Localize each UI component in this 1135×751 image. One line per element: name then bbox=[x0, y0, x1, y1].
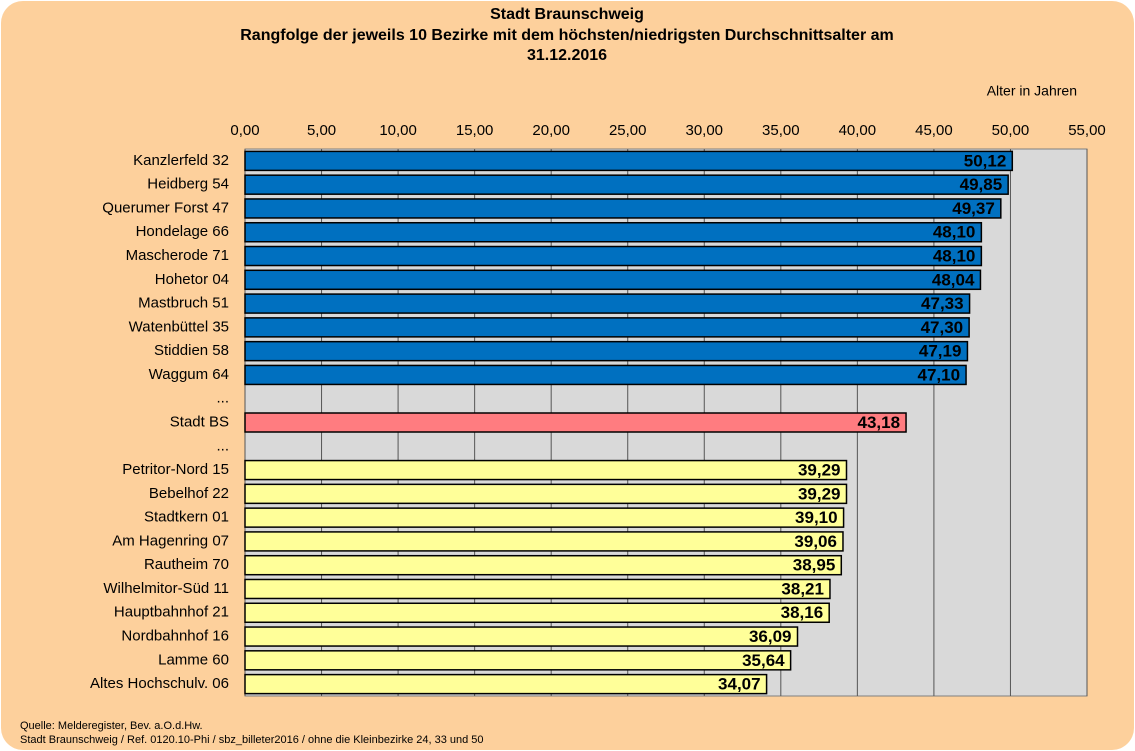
y-tick-label: Waggum 64 bbox=[149, 366, 229, 383]
data-label: 35,64 bbox=[742, 651, 785, 670]
bar bbox=[244, 626, 799, 647]
y-tick-label: Petritor-Nord 15 bbox=[122, 461, 229, 478]
data-label: 49,85 bbox=[960, 175, 1003, 194]
bar bbox=[244, 673, 768, 695]
x-tick-label: 15,00 bbox=[456, 122, 494, 139]
y-tick-label: Nordbahnhof 16 bbox=[121, 628, 229, 645]
bar bbox=[244, 293, 971, 314]
x-tick-label: 30,00 bbox=[685, 122, 723, 139]
data-label: 34,07 bbox=[718, 675, 761, 694]
data-label: 38,21 bbox=[781, 579, 824, 598]
x-tick-label: 5,00 bbox=[307, 122, 336, 139]
data-label: 50,12 bbox=[964, 151, 1007, 170]
bar bbox=[244, 459, 848, 481]
y-tick-label: Hondelage 66 bbox=[136, 223, 229, 240]
bar bbox=[244, 483, 848, 505]
y-tick-label: Mastbruch 51 bbox=[138, 295, 229, 312]
data-label: 47,19 bbox=[919, 342, 962, 361]
x-tick-label: 20,00 bbox=[532, 122, 570, 139]
x-tick-label: 50,00 bbox=[992, 122, 1030, 139]
y-tick-label: Stadt BS bbox=[170, 413, 229, 430]
y-tick-label: Bebelhof 22 bbox=[149, 485, 229, 502]
source-note: Stadt Braunschweig / Ref. 0120.10-Phi / … bbox=[20, 734, 484, 746]
y-tick-label: Wilhelmitor-Süd 11 bbox=[103, 580, 229, 597]
data-label: 38,95 bbox=[793, 556, 836, 575]
bar bbox=[244, 364, 967, 386]
bar bbox=[244, 602, 830, 624]
axis-label: Alter in Jahren bbox=[987, 83, 1077, 99]
data-label: 36,09 bbox=[749, 627, 792, 646]
x-tick-label: 25,00 bbox=[609, 122, 647, 139]
y-tick-label: Lamme 60 bbox=[158, 651, 229, 668]
bar bbox=[244, 340, 969, 362]
y-tick-label: Rautheim 70 bbox=[144, 556, 229, 573]
chart-subtitle: 31.12.2016 bbox=[527, 47, 607, 64]
y-tick-label: Altes Hochschulv. 06 bbox=[90, 675, 229, 692]
data-label: 47,10 bbox=[918, 365, 961, 384]
x-tick-label: 55,00 bbox=[1068, 122, 1106, 139]
x-tick-label: 35,00 bbox=[762, 122, 800, 139]
data-label: 49,37 bbox=[952, 199, 995, 218]
y-tick-label: Mascherode 71 bbox=[126, 247, 229, 264]
y-tick-label: Hauptbahnhof 21 bbox=[114, 604, 229, 621]
y-tick-label: ... bbox=[216, 390, 229, 407]
bar bbox=[244, 198, 1002, 219]
data-label: 48,04 bbox=[932, 270, 975, 289]
bar bbox=[244, 174, 1009, 195]
y-tick-label: Querumer Forst 47 bbox=[102, 199, 229, 216]
chart-subtitle: Rangfolge der jeweils 10 Bezirke mit dem… bbox=[240, 27, 894, 44]
bar bbox=[244, 221, 983, 243]
bar bbox=[244, 412, 907, 433]
data-label: 43,18 bbox=[857, 413, 900, 432]
y-tick-label: Kanzlerfeld 32 bbox=[133, 152, 229, 169]
y-tick-label: Am Hagenring 07 bbox=[112, 532, 229, 549]
data-label: 48,10 bbox=[933, 223, 976, 242]
bar bbox=[244, 245, 983, 267]
y-tick-label: Hohetor 04 bbox=[155, 271, 229, 288]
bar bbox=[244, 269, 982, 291]
bar bbox=[244, 650, 792, 671]
x-tick-label: 0,00 bbox=[230, 122, 259, 139]
bar bbox=[244, 317, 970, 338]
x-tick-label: 45,00 bbox=[915, 122, 953, 139]
data-label: 48,10 bbox=[933, 247, 976, 266]
data-label: 47,30 bbox=[921, 318, 964, 337]
y-tick-label: Stadtkern 01 bbox=[144, 509, 229, 526]
data-label: 38,16 bbox=[781, 603, 824, 622]
y-tick-label: ... bbox=[216, 437, 229, 454]
bar bbox=[244, 507, 845, 528]
y-tick-label: Watenbüttel 35 bbox=[129, 318, 229, 335]
bar bbox=[244, 531, 844, 552]
data-label: 47,33 bbox=[921, 294, 964, 313]
x-tick-label: 40,00 bbox=[839, 122, 877, 139]
data-label: 39,06 bbox=[794, 532, 837, 551]
x-tick-label: 10,00 bbox=[379, 122, 417, 139]
data-label: 39,29 bbox=[798, 484, 841, 503]
y-tick-label: Heidberg 54 bbox=[147, 176, 229, 193]
bar bbox=[244, 554, 843, 576]
source-note: Quelle: Melderegister, Bev. a.O.d.Hw. bbox=[20, 720, 203, 732]
y-tick-label: Stiddien 58 bbox=[154, 342, 229, 359]
bar bbox=[244, 150, 1014, 172]
data-label: 39,29 bbox=[798, 461, 841, 480]
data-label: 39,10 bbox=[795, 508, 838, 527]
chart-title: Stadt Braunschweig bbox=[490, 6, 644, 23]
bar bbox=[244, 578, 831, 600]
